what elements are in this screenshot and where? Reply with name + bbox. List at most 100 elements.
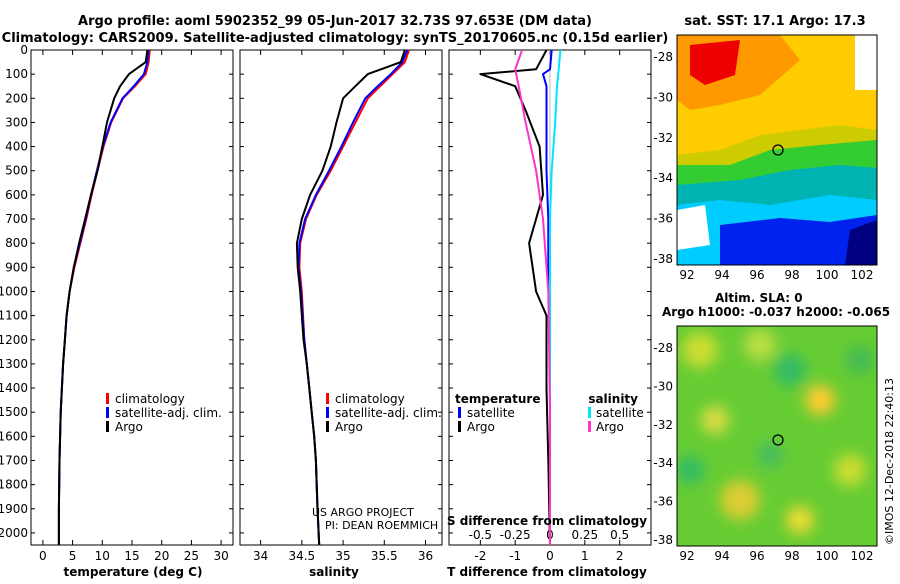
x-tick-label: 34: [253, 549, 268, 563]
legend-swatch-t-argo: [458, 421, 461, 432]
series-line-climatology: [57, 49, 151, 545]
lon-tick-label: 98: [784, 268, 799, 282]
temperature-xlabel: temperature (deg C): [64, 565, 203, 579]
x-tick-label: 0: [39, 549, 47, 563]
t-difference-xlabel: T difference from climatology: [447, 565, 647, 579]
depth-tick-label: 1000: [0, 284, 28, 298]
s-difference-label: S difference from climatology: [447, 514, 647, 528]
float-location-marker: [772, 144, 784, 156]
depth-tick-label: 0: [20, 43, 28, 57]
legend-swatch-argo: [326, 421, 329, 432]
lat-tick-label: -36: [653, 495, 673, 509]
sla-blob: [744, 329, 776, 361]
sst-map-title: sat. SST: 17.1 Argo: 17.3: [684, 14, 865, 29]
x-tick-label: 1: [581, 549, 589, 563]
lon-tick-label: 98: [784, 549, 799, 563]
depth-tick-label: 1500: [0, 405, 28, 419]
temperature-panel-frame: [30, 49, 234, 546]
lat-tick-label: -36: [653, 212, 673, 226]
lon-tick-label: 100: [816, 549, 839, 563]
title-line-2: Climatology: CARS2009. Satellite-adjuste…: [2, 31, 669, 46]
depth-tick-label: 100: [5, 67, 28, 81]
x-tick-label: 5: [69, 549, 77, 563]
x-tick-label: 2: [616, 549, 624, 563]
depth-tick-label: 500: [5, 164, 28, 178]
sst-map-frame: [676, 34, 878, 266]
depth-tick-label: 1300: [0, 357, 28, 371]
s-diff-tick-label: 0.25: [571, 528, 598, 542]
sla-blob: [834, 454, 866, 486]
legend-swatch-argo: [106, 421, 109, 432]
profile-lines: [57, 49, 562, 546]
legend-label-climatology: climatology: [335, 392, 405, 406]
depth-tick-label: 1100: [0, 309, 28, 323]
lon-tick-label: 92: [679, 549, 694, 563]
sla-blob: [701, 406, 729, 434]
legend-label-s-argo: Argo: [596, 420, 624, 434]
x-tick-label: 0: [546, 549, 554, 563]
sla-blob: [720, 480, 760, 520]
lat-tick-label: -28: [653, 50, 673, 64]
lon-tick-label: 94: [714, 268, 729, 282]
lon-tick-label: 96: [749, 549, 764, 563]
depth-tick-label: 1400: [0, 381, 28, 395]
depth-tick-label: 900: [5, 260, 28, 274]
s-diff-tick-label: -0.25: [500, 528, 531, 542]
legend-swatch-t-satellite: [458, 407, 461, 418]
sla-blob: [774, 354, 806, 386]
salinity-panel-frame: [239, 49, 443, 546]
legend-group-salinity: salinity: [588, 392, 638, 406]
x-tick-label: -1: [509, 549, 521, 563]
legend-label-argo: Argo: [115, 420, 143, 434]
legend-label-satellite: satellite-adj. clim.: [115, 406, 222, 420]
depth-tick-label: 400: [5, 140, 28, 154]
project-credit-line-2: PI: DEAN ROEMMICH: [325, 519, 438, 532]
legend-swatch-satellite: [106, 407, 109, 418]
imos-stamp: ©IMOS 12-Dec-2018 22:40:13: [883, 378, 896, 545]
series-line-argo: [295, 49, 406, 546]
legend-group-temperature: temperature: [455, 392, 540, 406]
sla-blob: [682, 332, 718, 368]
sst-missing-data: [855, 35, 877, 90]
sst-band-cold: [720, 215, 877, 265]
s-diff-tick-label: 0.5: [610, 528, 629, 542]
sla-blob: [758, 443, 782, 467]
lat-tick-label: -34: [653, 171, 673, 185]
depth-tick-label: 1900: [0, 502, 28, 516]
s-diff-tick-label: -0.5: [469, 528, 492, 542]
legend-swatch-s-argo: [588, 421, 591, 432]
project-credit-line-1: US ARGO PROJECT: [312, 506, 414, 519]
depth-tick-label: 2000: [0, 526, 28, 540]
depth-tick-label: 600: [5, 188, 28, 202]
salinity-legend: climatology satellite-adj. clim. Argo: [326, 392, 442, 434]
lat-tick-label: -32: [653, 131, 673, 145]
legend-label-t-argo: Argo: [467, 420, 495, 434]
lon-tick-label: 96: [749, 268, 764, 282]
sst-missing-data: [677, 205, 710, 250]
lat-tick-label: -28: [653, 341, 673, 355]
sla-map-title-1: Altim. SLA: 0: [715, 291, 803, 305]
sla-blob: [805, 385, 835, 415]
lat-tick-label: -38: [653, 533, 673, 547]
lat-tick-label: -38: [653, 252, 673, 266]
sla-blob: [846, 346, 874, 374]
legend-label-argo: Argo: [335, 420, 363, 434]
legend-label-s-satellite: satellite: [596, 406, 644, 420]
x-tick-label: 34.5: [288, 549, 315, 563]
lat-tick-label: -30: [653, 379, 673, 393]
depth-tick-label: 1200: [0, 333, 28, 347]
series-line-satellite-adj-clim-: [297, 49, 409, 546]
temperature-legend: climatology satellite-adj. clim. Argo: [106, 392, 222, 434]
sla-blob: [786, 506, 814, 534]
sst-band-coldest: [845, 220, 877, 265]
x-tick-label: 35.5: [371, 549, 398, 563]
depth-tick-label: 1700: [0, 453, 28, 467]
axes-layer: 0100200300400500600700800900100011001200…: [0, 43, 651, 563]
legend-swatch-climatology: [326, 393, 329, 404]
lon-tick-label: 100: [816, 268, 839, 282]
legend-swatch-satellite: [326, 407, 329, 418]
series-line-satellite-adj-clim-: [57, 49, 150, 545]
legend-label-satellite: satellite-adj. clim.: [335, 406, 442, 420]
